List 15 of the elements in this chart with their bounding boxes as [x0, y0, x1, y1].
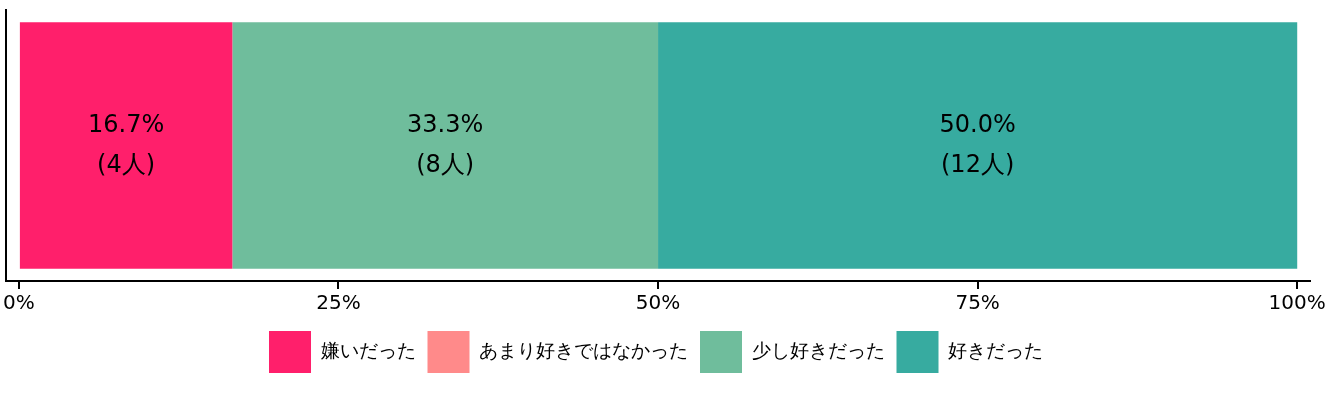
data-label: 50.0% (12人) — [939, 109, 1016, 178]
legend-label: 好きだった — [948, 338, 1043, 361]
x-tick-label: 50% — [635, 290, 681, 315]
bar — [658, 22, 1298, 269]
legend-label: あまり好きではなかった — [479, 338, 688, 361]
x-tick-label: 0% — [3, 290, 35, 315]
data-label: 16.7% (4人) — [88, 109, 165, 178]
legend-label: 少し好きだった — [751, 338, 885, 361]
legend-label: 嫌いだった — [320, 338, 416, 361]
bar — [19, 22, 233, 269]
x-tick-label: 75% — [955, 290, 1000, 315]
x-tick-label: 25% — [316, 290, 361, 315]
data-label: 33.3% (8人) — [407, 109, 484, 178]
x-tick-label: 100% — [1268, 290, 1326, 315]
bar — [232, 22, 659, 269]
